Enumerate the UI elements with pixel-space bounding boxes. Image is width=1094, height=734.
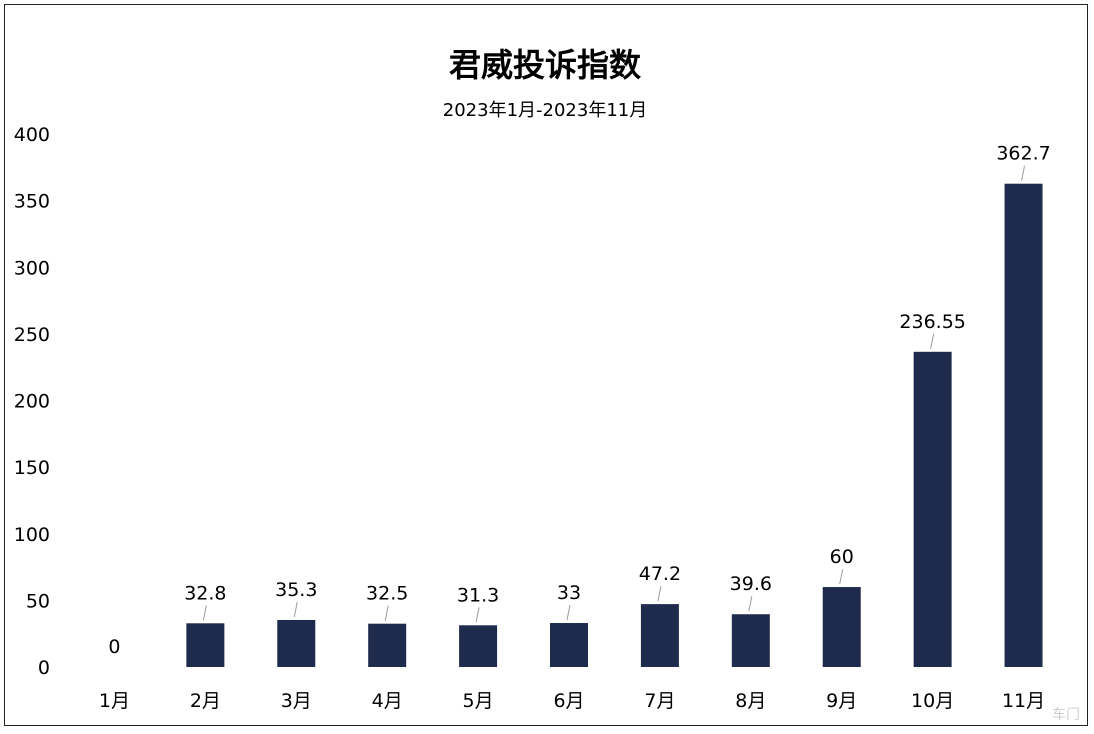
x-tick-label: 11月 (1002, 690, 1045, 712)
x-tick-label: 9月 (826, 690, 857, 712)
data-label: 31.3 (457, 584, 499, 606)
data-label: 39.6 (730, 573, 772, 595)
y-tick-label: 250 (14, 324, 50, 346)
y-tick-label: 0 (38, 657, 50, 679)
data-label-leader (293, 601, 298, 618)
chart-subtitle: 2023年1月-2023年11月 (442, 100, 648, 121)
bar (459, 625, 498, 667)
data-label-leader (566, 604, 571, 621)
data-label: 33 (557, 582, 581, 604)
data-label: 0 (108, 636, 120, 658)
y-tick-label: 100 (14, 524, 50, 546)
y-tick-label: 400 (14, 124, 50, 146)
chart-title: 君威投诉指数 (448, 46, 641, 84)
bar (731, 614, 770, 667)
data-label: 32.5 (366, 583, 408, 605)
data-label: 35.3 (275, 579, 317, 601)
x-tick-label: 2月 (190, 690, 221, 712)
data-label-leader (839, 568, 844, 585)
data-label: 32.8 (184, 582, 226, 604)
data-label-leader (930, 333, 935, 349)
bar (550, 623, 588, 667)
y-tick-label: 300 (14, 257, 50, 279)
x-tick-label: 3月 (281, 690, 312, 712)
data-label-leader (475, 607, 480, 623)
x-tick-label: 1月 (99, 690, 130, 712)
bar (1004, 183, 1043, 667)
x-tick-label: 7月 (644, 690, 675, 712)
x-tick-label: 5月 (463, 690, 494, 712)
bar (913, 351, 952, 667)
bar (640, 604, 679, 667)
x-tick-label: 4月 (372, 690, 403, 712)
x-tick-label: 6月 (553, 690, 584, 712)
data-label-leader (748, 596, 753, 612)
data-label: 47.2 (639, 563, 681, 585)
data-label-leader (384, 605, 389, 621)
y-tick-label: 150 (14, 457, 50, 479)
data-label: 60 (830, 546, 854, 568)
data-label-leader (1021, 165, 1026, 181)
y-tick-label: 200 (14, 391, 50, 413)
watermark-logo: 车门 (1052, 707, 1080, 723)
data-label: 236.55 (899, 311, 965, 333)
x-tick-label: 8月 (735, 690, 766, 712)
data-label-leader (202, 605, 207, 621)
data-label: 362.7 (996, 143, 1050, 165)
data-label-leader (657, 586, 662, 602)
bar (186, 623, 225, 667)
chart-frame (4, 4, 1088, 726)
bar (368, 623, 407, 667)
bar (277, 619, 316, 667)
y-tick-label: 50 (26, 590, 50, 612)
x-tick-label: 10月 (911, 690, 954, 712)
y-tick-label: 350 (14, 191, 50, 213)
bar (822, 587, 861, 667)
